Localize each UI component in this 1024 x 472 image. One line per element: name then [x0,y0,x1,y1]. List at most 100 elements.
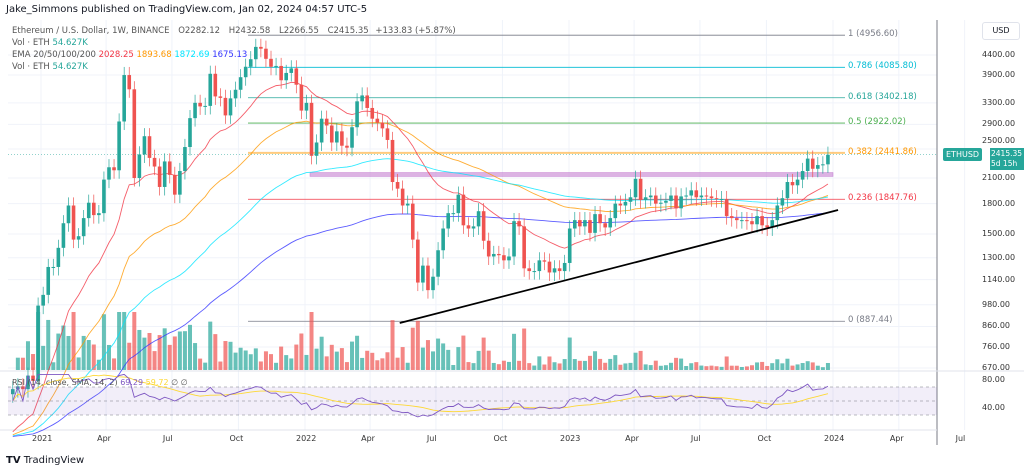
volume-bar [223,341,228,370]
candle-body [198,102,202,107]
candle-body [294,68,299,85]
candle-body [497,253,501,256]
candle-body [97,213,101,216]
candle-body [593,214,597,233]
fib-level-label: 0.786 (4085.80) [848,61,917,72]
volume-legend-2[interactable]: Vol · ETH 54.627K [12,62,88,72]
candle-body [588,220,592,233]
ema200-line [12,212,828,437]
rsi-legend[interactable]: RSI (14, close, SMA, 14, 2) 69.29 59.72 … [12,378,188,387]
volume-bar [618,364,623,370]
candle-body [785,182,790,199]
volume-bar [137,329,142,370]
volume-bar [218,361,223,370]
tradingview-logo[interactable]: TV TradingView [6,455,84,466]
fib-level-label: 0.236 (1847.76) [848,193,917,204]
candle-body [709,196,714,199]
volume-bar [689,363,694,370]
time-tick: Apr [625,434,639,443]
candle-body [618,203,623,206]
volume-bar [547,356,552,370]
vol-label: Vol · ETH [12,38,50,48]
ema-legend[interactable]: EMA 20/50/100/200 2028.25 1893.68 1872.6… [12,50,247,60]
volume-bar [608,358,613,370]
volume-bar [415,320,420,370]
volume-bar [572,359,577,370]
volume-bar [177,331,182,370]
volume-bar [289,358,294,370]
volume-bar [112,358,117,370]
candle-body [679,196,683,209]
rsi-value: 69.29 [120,378,144,387]
candle-body [446,213,451,229]
volume-bar [380,358,385,370]
volume-bar [527,363,532,370]
volume-bar [451,365,456,370]
candle-body [183,147,187,172]
volume-bar [613,355,618,370]
currency-button[interactable]: USD [982,22,1020,40]
candle-body [213,73,218,97]
volume-bar [86,340,91,370]
candle-body [613,203,618,219]
candle-body [304,102,309,111]
volume-bar [46,319,51,370]
volume-bar [410,327,415,370]
volume-bar [663,365,668,370]
candle-body [233,89,238,99]
candle-body [542,260,547,262]
price-tick: 1500.00 [982,228,1016,238]
volume-bar [243,350,248,370]
volume-bar [567,337,572,370]
volume-bar [658,365,663,370]
volume-legend[interactable]: Vol · ETH 54.627K [12,38,88,48]
candle-body [456,194,461,214]
candle-body [790,182,795,186]
price-tick: 860.00 [982,321,1010,331]
open-value: O2282.12 [178,26,221,36]
candle-body [638,178,643,200]
volume-bar [258,361,263,370]
volume-bar [623,363,628,370]
volume-bar [91,344,96,370]
candle-body [572,220,577,229]
vol-value: 54.627K [52,62,88,72]
candle-body [269,58,273,67]
volume-bar [694,362,699,370]
candle-body [745,220,749,222]
candle-body [360,95,364,102]
time-tick: 2023 [560,434,581,443]
volume-bar [603,362,608,370]
volume-bar [699,365,704,370]
price-tick: 2900.00 [982,119,1016,129]
candle-body [46,266,51,295]
candle-body [132,89,137,179]
candle-body [31,375,35,381]
volume-bar [319,336,324,370]
volume-bar [476,350,481,370]
candle-body [228,98,233,116]
bar-countdown: 5d 15h [991,159,1018,168]
volume-bar [238,347,243,370]
volume-bar [486,350,491,370]
candle-body [608,218,613,228]
candle-body [193,102,197,119]
candle-body [375,118,380,123]
candle-body [684,195,688,197]
volume-bar [187,324,192,370]
publisher-line: Jake_Simmons published on TradingView.co… [6,4,368,15]
trendline [399,209,839,324]
volume-bar [248,354,253,370]
candle-body [653,195,658,204]
candle-body [724,199,729,217]
candle-body [410,203,415,240]
volume-bar [471,363,476,370]
candle-body [345,145,349,148]
volume-bar [81,335,86,370]
price-tick: 4400.00 [982,50,1016,59]
candle-body [405,203,410,206]
volume-bar [299,333,304,370]
fib-level-label: 0.618 (3402.18) [848,91,917,102]
time-tick: Jul [955,434,966,443]
